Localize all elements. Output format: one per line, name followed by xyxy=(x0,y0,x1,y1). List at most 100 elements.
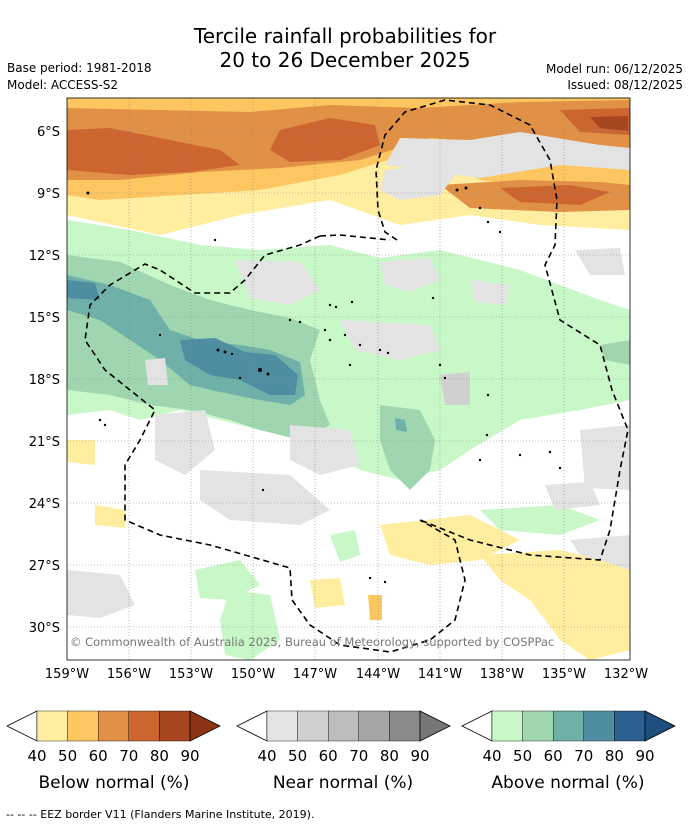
page-title-line1: Tercile rainfall probabilities for xyxy=(193,24,497,48)
cbar-tick: 60 xyxy=(319,747,338,765)
colorbar-near-seg xyxy=(266,710,298,742)
below-south-4 xyxy=(368,595,382,620)
below-core-west xyxy=(67,128,240,175)
colorbar-below-seg xyxy=(97,710,129,742)
cbar-tick: 40 xyxy=(257,747,276,765)
cbar-tick: 50 xyxy=(58,747,77,765)
lat-label: 21°S xyxy=(29,435,60,450)
near-patch-10 xyxy=(200,470,330,525)
base-period: Base period: 1981-2018 xyxy=(7,61,152,75)
lat-label: 12°S xyxy=(29,249,60,264)
cbar-tick: 80 xyxy=(380,747,399,765)
near-patch-11 xyxy=(580,425,630,490)
lon-label: 132°W xyxy=(604,667,648,682)
colorbar-near-seg xyxy=(297,710,329,742)
cbar-tick: 40 xyxy=(27,747,46,765)
lat-axis: 6°S 9°S 12°S 15°S 18°S 21°S 24°S 27°S 30… xyxy=(29,125,60,636)
colorbar-above-seg xyxy=(583,710,615,742)
above-south-patch-2 xyxy=(220,590,280,660)
copyright: © Commonwealth of Australia 2025, Bureau… xyxy=(70,635,554,649)
eez-french-polynesia xyxy=(375,99,629,561)
above-east-mid xyxy=(480,505,600,535)
model-name: Model: ACCESS-S2 xyxy=(7,78,119,92)
lat-label: 9°S xyxy=(37,187,60,202)
colorbar-below-seg xyxy=(36,710,68,742)
lon-label: 153°W xyxy=(169,667,213,682)
probability-shading xyxy=(67,98,630,660)
colorbar-below-low-arrow xyxy=(6,710,38,742)
colorbar-near-seg xyxy=(328,710,360,742)
above-se-mid xyxy=(380,405,435,490)
cbar-tick: 70 xyxy=(349,747,368,765)
above-normal-label: Above normal (%) xyxy=(491,773,644,793)
above-se-core xyxy=(395,418,407,432)
lon-label: 156°W xyxy=(107,667,151,682)
near-normal-label: Near normal (%) xyxy=(273,773,413,793)
lon-label: 138°W xyxy=(480,667,524,682)
above-core xyxy=(180,338,298,395)
colorbar-titles: Below normal (%) Near normal (%) Above n… xyxy=(39,773,645,793)
colorbar-above-seg xyxy=(522,710,554,742)
lat-label: 18°S xyxy=(29,373,60,388)
cbar-tick: 80 xyxy=(150,747,169,765)
lon-label: 147°W xyxy=(293,667,337,682)
below-south-1 xyxy=(380,515,520,565)
eez-footer-note: -- -- -- EEZ border V11 (Flanders Marine… xyxy=(6,808,315,821)
colorbar-near-seg xyxy=(389,710,421,742)
below-core-east-dark xyxy=(590,116,628,131)
colorbar-below-seg xyxy=(128,710,160,742)
lon-label: 135°W xyxy=(542,667,586,682)
colorbar-near-low-arrow xyxy=(236,710,268,742)
map-frame xyxy=(66,97,631,661)
below-south-2 xyxy=(480,550,630,660)
lat-label: 30°S xyxy=(29,621,60,636)
near-patch-5 xyxy=(340,320,440,360)
colorbar-above-ticks: 40 50 60 70 80 90 xyxy=(482,747,654,765)
cbar-tick: 90 xyxy=(180,747,199,765)
above-far-east xyxy=(600,340,630,365)
near-strip-north xyxy=(385,132,630,178)
page-title-line2: 20 to 26 December 2025 xyxy=(219,48,471,72)
near-patch-8 xyxy=(155,410,215,475)
below-normal-label: Below normal (%) xyxy=(39,773,190,793)
colorbar-above xyxy=(461,710,676,742)
colorbar-above-seg xyxy=(553,710,585,742)
cbar-tick: 80 xyxy=(605,747,624,765)
near-patch-1 xyxy=(235,260,320,305)
cbar-tick: 40 xyxy=(482,747,501,765)
near-patch-13 xyxy=(67,570,135,618)
below-west-2 xyxy=(95,505,125,528)
eez-borders xyxy=(84,99,629,653)
below-south-3 xyxy=(310,578,345,608)
lon-label: 141°W xyxy=(418,667,462,682)
cbar-tick: 70 xyxy=(574,747,593,765)
lat-label: 15°S xyxy=(29,311,60,326)
lon-label: 144°W xyxy=(356,667,400,682)
colorbar-below xyxy=(6,710,221,742)
below-ne-mid xyxy=(500,185,610,205)
colorbar-near-seg xyxy=(358,710,390,742)
cbar-tick: 50 xyxy=(513,747,532,765)
cbar-tick: 90 xyxy=(410,747,429,765)
islands xyxy=(86,186,562,584)
colorbar-above-seg xyxy=(614,710,646,742)
colorbar-above-seg xyxy=(491,710,523,742)
colorbar-below-ticks: 40 50 60 70 80 90 xyxy=(27,747,199,765)
colorbar-above-high-arrow xyxy=(644,710,676,742)
below-west-1 xyxy=(67,440,95,465)
lon-label: 159°W xyxy=(45,667,89,682)
colorbar-near-ticks: 40 50 60 70 80 90 xyxy=(257,747,429,765)
lat-label: 6°S xyxy=(37,125,60,140)
colorbar-near xyxy=(236,710,451,742)
lat-label: 24°S xyxy=(29,497,60,512)
lon-axis: 159°W 156°W 153°W 150°W 147°W 144°W 141°… xyxy=(45,667,648,682)
colorbar-near-high-arrow xyxy=(419,710,451,742)
cbar-tick: 70 xyxy=(119,747,138,765)
near-patch-9 xyxy=(290,425,360,475)
near-strip-north-2 xyxy=(380,165,455,200)
colorbar-above-low-arrow xyxy=(461,710,493,742)
near-patch-2 xyxy=(380,258,440,292)
cbar-tick: 60 xyxy=(89,747,108,765)
issued-date: Issued: 08/12/2025 xyxy=(567,78,683,92)
lon-label: 150°W xyxy=(231,667,275,682)
